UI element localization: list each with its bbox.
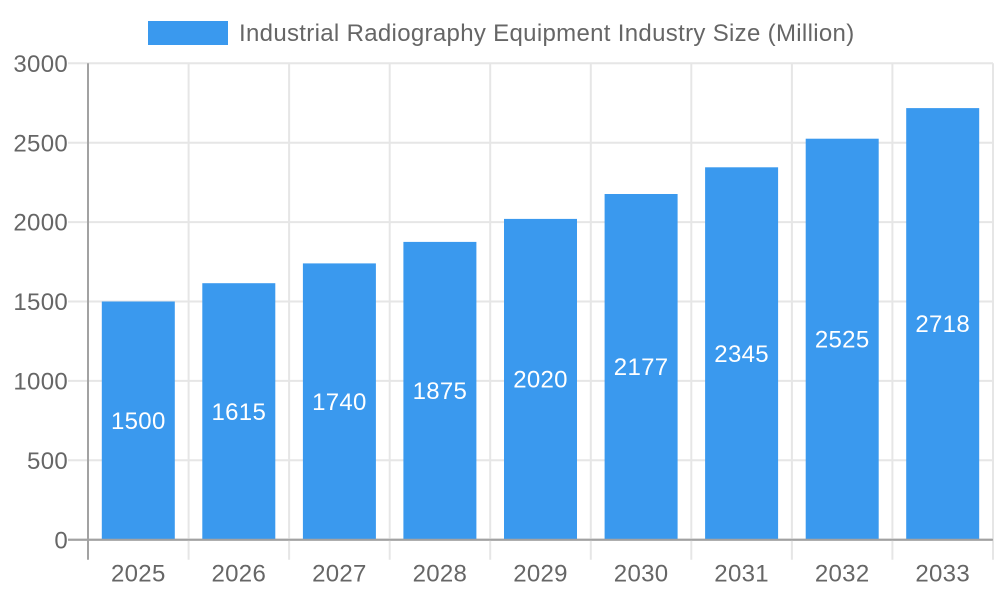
svg-text:3000: 3000 [13,51,68,78]
svg-text:2031: 2031 [714,561,769,588]
svg-text:2525: 2525 [815,327,870,354]
svg-text:2028: 2028 [413,561,468,588]
svg-text:1740: 1740 [312,389,367,416]
svg-text:2020: 2020 [513,367,568,394]
svg-text:500: 500 [27,448,68,475]
svg-text:2033: 2033 [915,561,970,588]
svg-text:2718: 2718 [915,311,970,338]
svg-text:2000: 2000 [13,210,68,237]
svg-text:1615: 1615 [212,399,267,426]
svg-text:Industrial Radiography Equipme: Industrial Radiography Equipment Industr… [239,20,855,47]
svg-text:2026: 2026 [212,561,267,588]
svg-text:2025: 2025 [111,561,166,588]
svg-text:2032: 2032 [815,561,870,588]
svg-text:0: 0 [54,527,68,554]
svg-text:2027: 2027 [312,561,367,588]
svg-text:2177: 2177 [614,354,669,381]
svg-text:2345: 2345 [714,341,769,368]
svg-text:1500: 1500 [13,289,68,316]
svg-text:2500: 2500 [13,130,68,157]
svg-text:1000: 1000 [13,369,68,396]
svg-text:2030: 2030 [614,561,669,588]
svg-text:2029: 2029 [513,561,568,588]
svg-text:1875: 1875 [413,378,468,405]
svg-text:1500: 1500 [111,408,166,435]
